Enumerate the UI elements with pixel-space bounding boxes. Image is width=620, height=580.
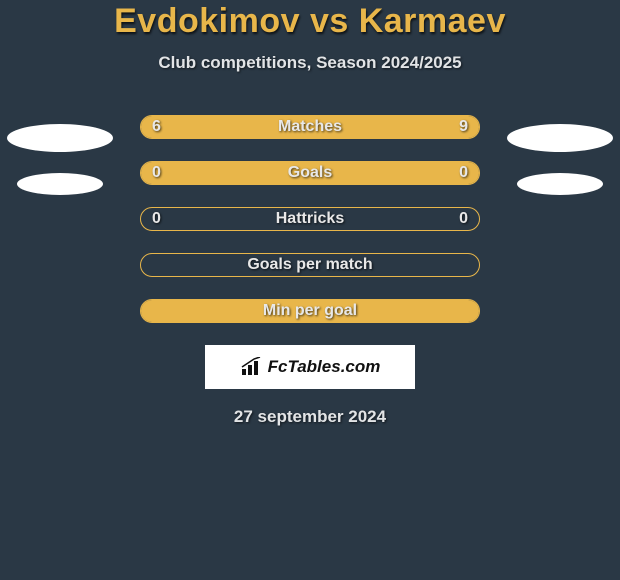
comparison-infographic: Evdokimov vs Karmaev Club competitions, … (0, 0, 620, 580)
page-title: Evdokimov vs Karmaev (0, 2, 620, 41)
stat-bar-right-fill (276, 116, 479, 138)
stat-value-right: 0 (459, 207, 468, 231)
stat-bar-left-fill (141, 162, 479, 184)
branding-label: FcTables.com (268, 357, 381, 377)
stat-row: Goals per match (0, 253, 620, 277)
stat-row: 6 9 Matches (0, 115, 620, 139)
stat-row: 0 0 Goals (0, 161, 620, 185)
stat-value-right: 0 (459, 161, 468, 185)
subtitle: Club competitions, Season 2024/2025 (0, 53, 620, 73)
stat-bar-left-fill (141, 300, 479, 322)
stat-bar-left-fill (141, 116, 276, 138)
stat-value-left: 0 (152, 161, 161, 185)
stat-value-left: 0 (152, 207, 161, 231)
stat-bar (140, 253, 480, 277)
branding-box: FcTables.com (205, 345, 415, 389)
date-text: 27 september 2024 (0, 407, 620, 427)
stat-bar (140, 207, 480, 231)
stat-value-right: 9 (459, 115, 468, 139)
stat-value-left: 6 (152, 115, 161, 139)
stat-bar (140, 299, 480, 323)
bar-chart-icon (240, 357, 264, 377)
stat-bar (140, 115, 480, 139)
stat-bar (140, 161, 480, 185)
stat-row: Min per goal (0, 299, 620, 323)
stat-row: 0 0 Hattricks (0, 207, 620, 231)
